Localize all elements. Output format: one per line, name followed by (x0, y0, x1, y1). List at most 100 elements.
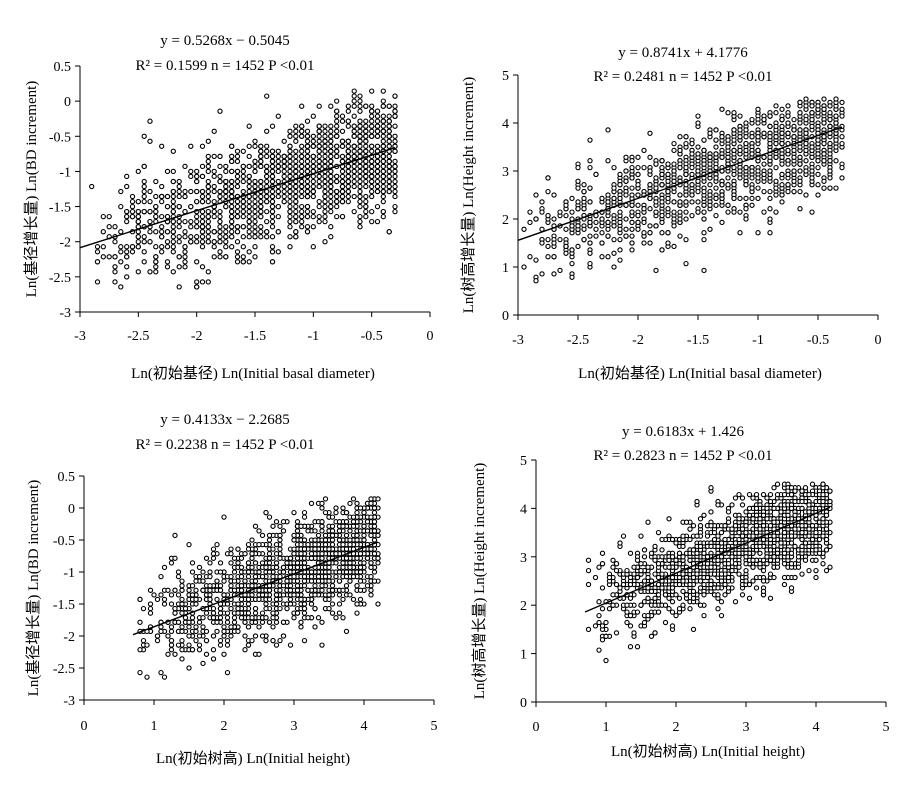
scatter-point (147, 587, 154, 593)
scatter-point (803, 168, 809, 174)
scatter-point (369, 108, 375, 114)
scatter-point (592, 574, 599, 581)
scatter-point (545, 212, 551, 219)
scatter-point (112, 279, 118, 285)
scatter-point (221, 578, 227, 584)
scatter-point (629, 226, 635, 232)
scatter-point (329, 523, 336, 529)
scatter-point (833, 113, 839, 119)
scatter-point (380, 168, 386, 175)
x-tick-label: -1.5 (244, 329, 266, 344)
scatter-point (374, 173, 381, 180)
scatter-point (312, 546, 318, 552)
scatter-point (231, 587, 238, 593)
scatter-point (294, 564, 301, 571)
scatter-point (328, 103, 334, 109)
scatter-point (659, 182, 665, 188)
scatter-point (671, 161, 677, 167)
scatter-point (287, 208, 293, 215)
x-tick-label: 2 (673, 720, 680, 735)
scatter-point (364, 519, 371, 525)
scatter-point (677, 233, 683, 239)
scatter-point (545, 243, 551, 250)
scatter-point (238, 573, 245, 580)
scatter-point (369, 163, 375, 170)
scatter-point (229, 234, 235, 240)
scatter-point (363, 123, 369, 129)
scatter-point (755, 147, 761, 154)
scatter-point (641, 230, 647, 236)
scatter-point (368, 573, 374, 580)
scatter-point (298, 523, 304, 529)
scatter-point (638, 533, 644, 539)
scatter-point (170, 178, 176, 185)
scatter-point (369, 158, 375, 165)
scatter-point (246, 198, 252, 205)
scatter-point (229, 183, 235, 190)
scatter-point (351, 183, 357, 190)
scatter-point (172, 555, 178, 561)
scatter-point (229, 203, 235, 210)
scatter-point (345, 168, 351, 175)
x-tick-label: 0 (875, 333, 882, 348)
x-axis-title: Ln(初始基径) Ln(Initial basal diameter) (578, 365, 822, 382)
scatter-point (238, 564, 245, 571)
scatter-point (773, 123, 779, 130)
scatter-point (193, 628, 199, 635)
scatter-point (186, 665, 192, 671)
scatter-point (368, 560, 374, 566)
scatter-point (207, 592, 213, 598)
scatter-point (386, 113, 392, 119)
scatter-point (695, 178, 701, 184)
scatter-point (158, 624, 164, 630)
scatter-point (839, 106, 845, 112)
scatter-point (304, 143, 311, 149)
scatter-point (749, 202, 755, 208)
scatter-point (329, 537, 336, 543)
scatter-point (671, 168, 677, 174)
scatter-point (653, 209, 659, 215)
scatter-point (725, 144, 731, 150)
scatter-point (269, 259, 276, 265)
scatter-point (357, 193, 363, 200)
scatter-point (249, 592, 255, 598)
scatter-point (269, 218, 276, 225)
regression-equation: y = 0.5268x − 0.5045 (160, 33, 289, 49)
scatter-point (392, 93, 398, 99)
scatter-point (803, 116, 809, 123)
scatter-point (316, 218, 322, 225)
scatter-point (264, 163, 270, 170)
scatter-point (238, 587, 245, 593)
scatter-point (345, 123, 351, 129)
scatter-point (319, 642, 325, 648)
scatter-point (228, 573, 234, 580)
scatter-point (194, 188, 200, 195)
scatter-point (137, 619, 143, 625)
scatter-point (611, 223, 617, 229)
scatter-point (217, 163, 223, 170)
scatter-point (719, 106, 725, 112)
scatter-point (205, 218, 211, 225)
scatter-point (815, 103, 821, 109)
scatter-point (375, 560, 381, 566)
scatter-point (392, 148, 398, 154)
scatter-point (246, 178, 252, 185)
scatter-point (839, 140, 845, 147)
scatter-point (159, 143, 165, 149)
scatter-point (182, 218, 188, 225)
scatter-point (310, 113, 316, 119)
scatter-point (677, 164, 683, 171)
scatter-point (299, 143, 305, 149)
scatter-point (221, 633, 227, 639)
scatter-point (647, 223, 653, 229)
scatter-point (170, 239, 176, 245)
scatter-point (275, 213, 281, 220)
scatter-point (737, 195, 743, 202)
scatter-point (827, 185, 833, 191)
scatter-point (755, 195, 761, 202)
scatter-point (527, 219, 533, 226)
regression-equation: y = 0.8741x + 4.1776 (618, 45, 748, 61)
scatter-point (252, 138, 258, 144)
scatter-point (301, 637, 308, 644)
scatter-point (129, 198, 136, 205)
